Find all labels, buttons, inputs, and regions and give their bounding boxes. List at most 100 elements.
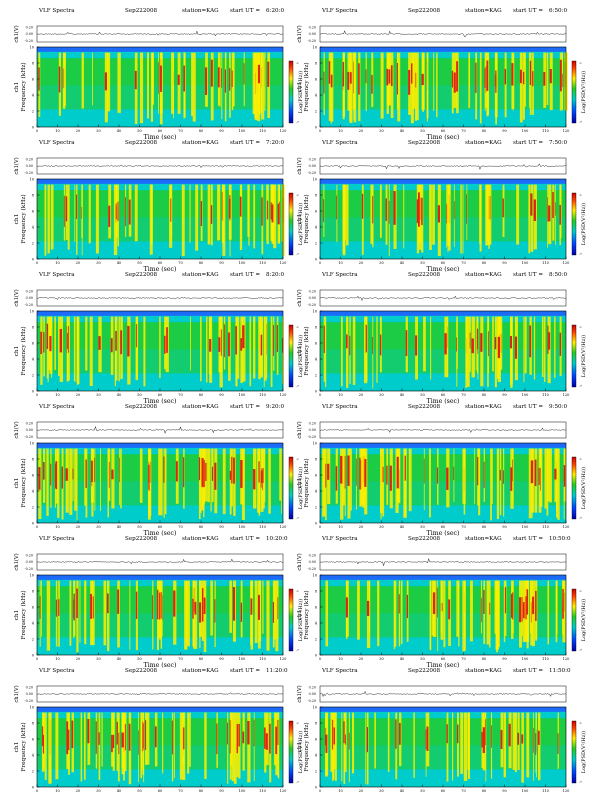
y-axis-label: Frequency (kHz) [303,326,310,375]
colorbar-tick-label: -1 [579,457,582,461]
ch1-tick-label: 0.00 [26,164,33,168]
y-axis-label: Frequency (kHz) [303,62,310,111]
sferic-peak [557,733,559,754]
header-start-ut: 7:20:0 [266,140,284,146]
sferic-peak [475,62,477,93]
header-date: Sep222008 [408,140,441,146]
panel-header: VLF Spectra Sep222008 station=KAG start UT … [321,404,567,410]
sferic-streak [351,712,355,774]
sferic-peak [426,726,429,751]
sferic-streak [426,52,429,119]
sferic-peak [526,589,529,615]
sferic-peak [325,463,327,488]
sferic-streak [353,52,357,123]
x-tick-label: 120 [280,129,287,133]
spectrogram [319,46,568,128]
sferic-peak [510,593,513,618]
y-tick-label: 0 [315,389,317,393]
y-tick-label: 8 [315,589,317,593]
sferic-streak [233,712,237,784]
x-axis-label: Time (sec) [427,662,460,669]
sferic-peak [98,732,100,745]
sferic-streak [452,712,454,781]
sferic-peak [485,719,486,746]
sferic-streak [262,580,264,634]
x-tick-label: 110 [542,789,549,792]
sferic-peak [170,198,172,222]
sferic-streak [360,448,365,505]
header-date: Sep222008 [408,536,441,542]
sferic-peak [406,594,409,619]
sferic-streak [494,316,497,388]
sferic-streak [91,448,94,517]
ch1-axis-label: ch1(V) [296,421,303,438]
colorbar [571,60,577,124]
sferic-peak [416,199,419,224]
sferic-peak [61,466,63,489]
ch1-tick-label: 0.00 [309,296,316,300]
sferic-peak [194,601,197,615]
x-tick-label: 110 [542,393,549,397]
header-start-ut: 7:50:0 [549,140,567,146]
sferic-peak [512,459,513,482]
sferic-peak [404,455,406,481]
sferic-streak [254,580,258,644]
y-tick-label: 8 [32,457,34,461]
colorbar [571,324,577,388]
x-axis-label: Time (sec) [144,134,177,141]
sferic-peak [398,594,400,614]
sferic-peak [218,337,221,352]
sferic-streak [76,448,78,521]
sferic-peak [192,598,194,619]
spectra-panel: VLF Spectra Sep222008 station=KAG start UT … [296,272,587,405]
ch1-waveform-line [319,295,567,302]
sferic-streak [222,448,226,515]
ch1-tick-label: 0.20 [26,158,33,162]
x-tick-label: 80 [482,129,486,133]
sferic-streak [66,316,69,382]
sferic-streak [462,448,466,504]
sferic-streak [490,448,492,521]
x-tick-label: 10 [338,261,342,265]
sferic-streak [118,316,120,382]
sferic-streak [357,580,360,640]
x-tick-label: 90 [502,789,506,792]
x-tick-label: 50 [137,525,141,529]
sferic-peak [104,72,107,91]
sferic-streak [44,712,47,780]
sferic-peak [499,469,501,481]
header-title: VLF Spectra [38,272,75,278]
x-axis-label: Time (sec) [144,266,177,273]
sferic-streak [342,184,346,253]
sferic-streak [341,316,343,387]
x-tick-label: 20 [76,129,80,133]
sferic-streak [394,580,397,647]
sferic-streak [456,580,460,637]
y-tick-label: 4 [315,753,318,757]
sferic-streak [46,580,51,651]
y-tick-label: 2 [315,769,317,773]
x-tick-label: 0 [36,393,38,397]
sferic-peak [382,466,384,483]
sferic-streak [541,316,544,378]
ch1-tick-label: -0.20 [308,567,316,571]
sferic-peak [277,203,280,225]
sferic-peak [201,458,204,487]
sferic-peak [347,71,350,90]
sferic-peak [562,589,564,619]
sferic-peak [240,459,243,488]
sferic-peak [366,600,370,616]
sferic-peak [115,203,117,220]
sferic-peak [559,204,561,225]
sferic-peak [372,336,373,354]
sferic-peak [510,335,512,349]
sferic-peak [243,63,245,85]
x-tick-label: 50 [137,657,141,661]
y-tick-label: 2 [32,373,34,377]
sferic-streak [249,316,252,387]
y-tick-label: 0 [315,257,317,261]
sferic-peak [451,70,454,88]
sferic-peak [134,70,137,90]
sferic-streak [268,448,271,514]
header-start-ut: 11:20:0 [266,668,288,674]
